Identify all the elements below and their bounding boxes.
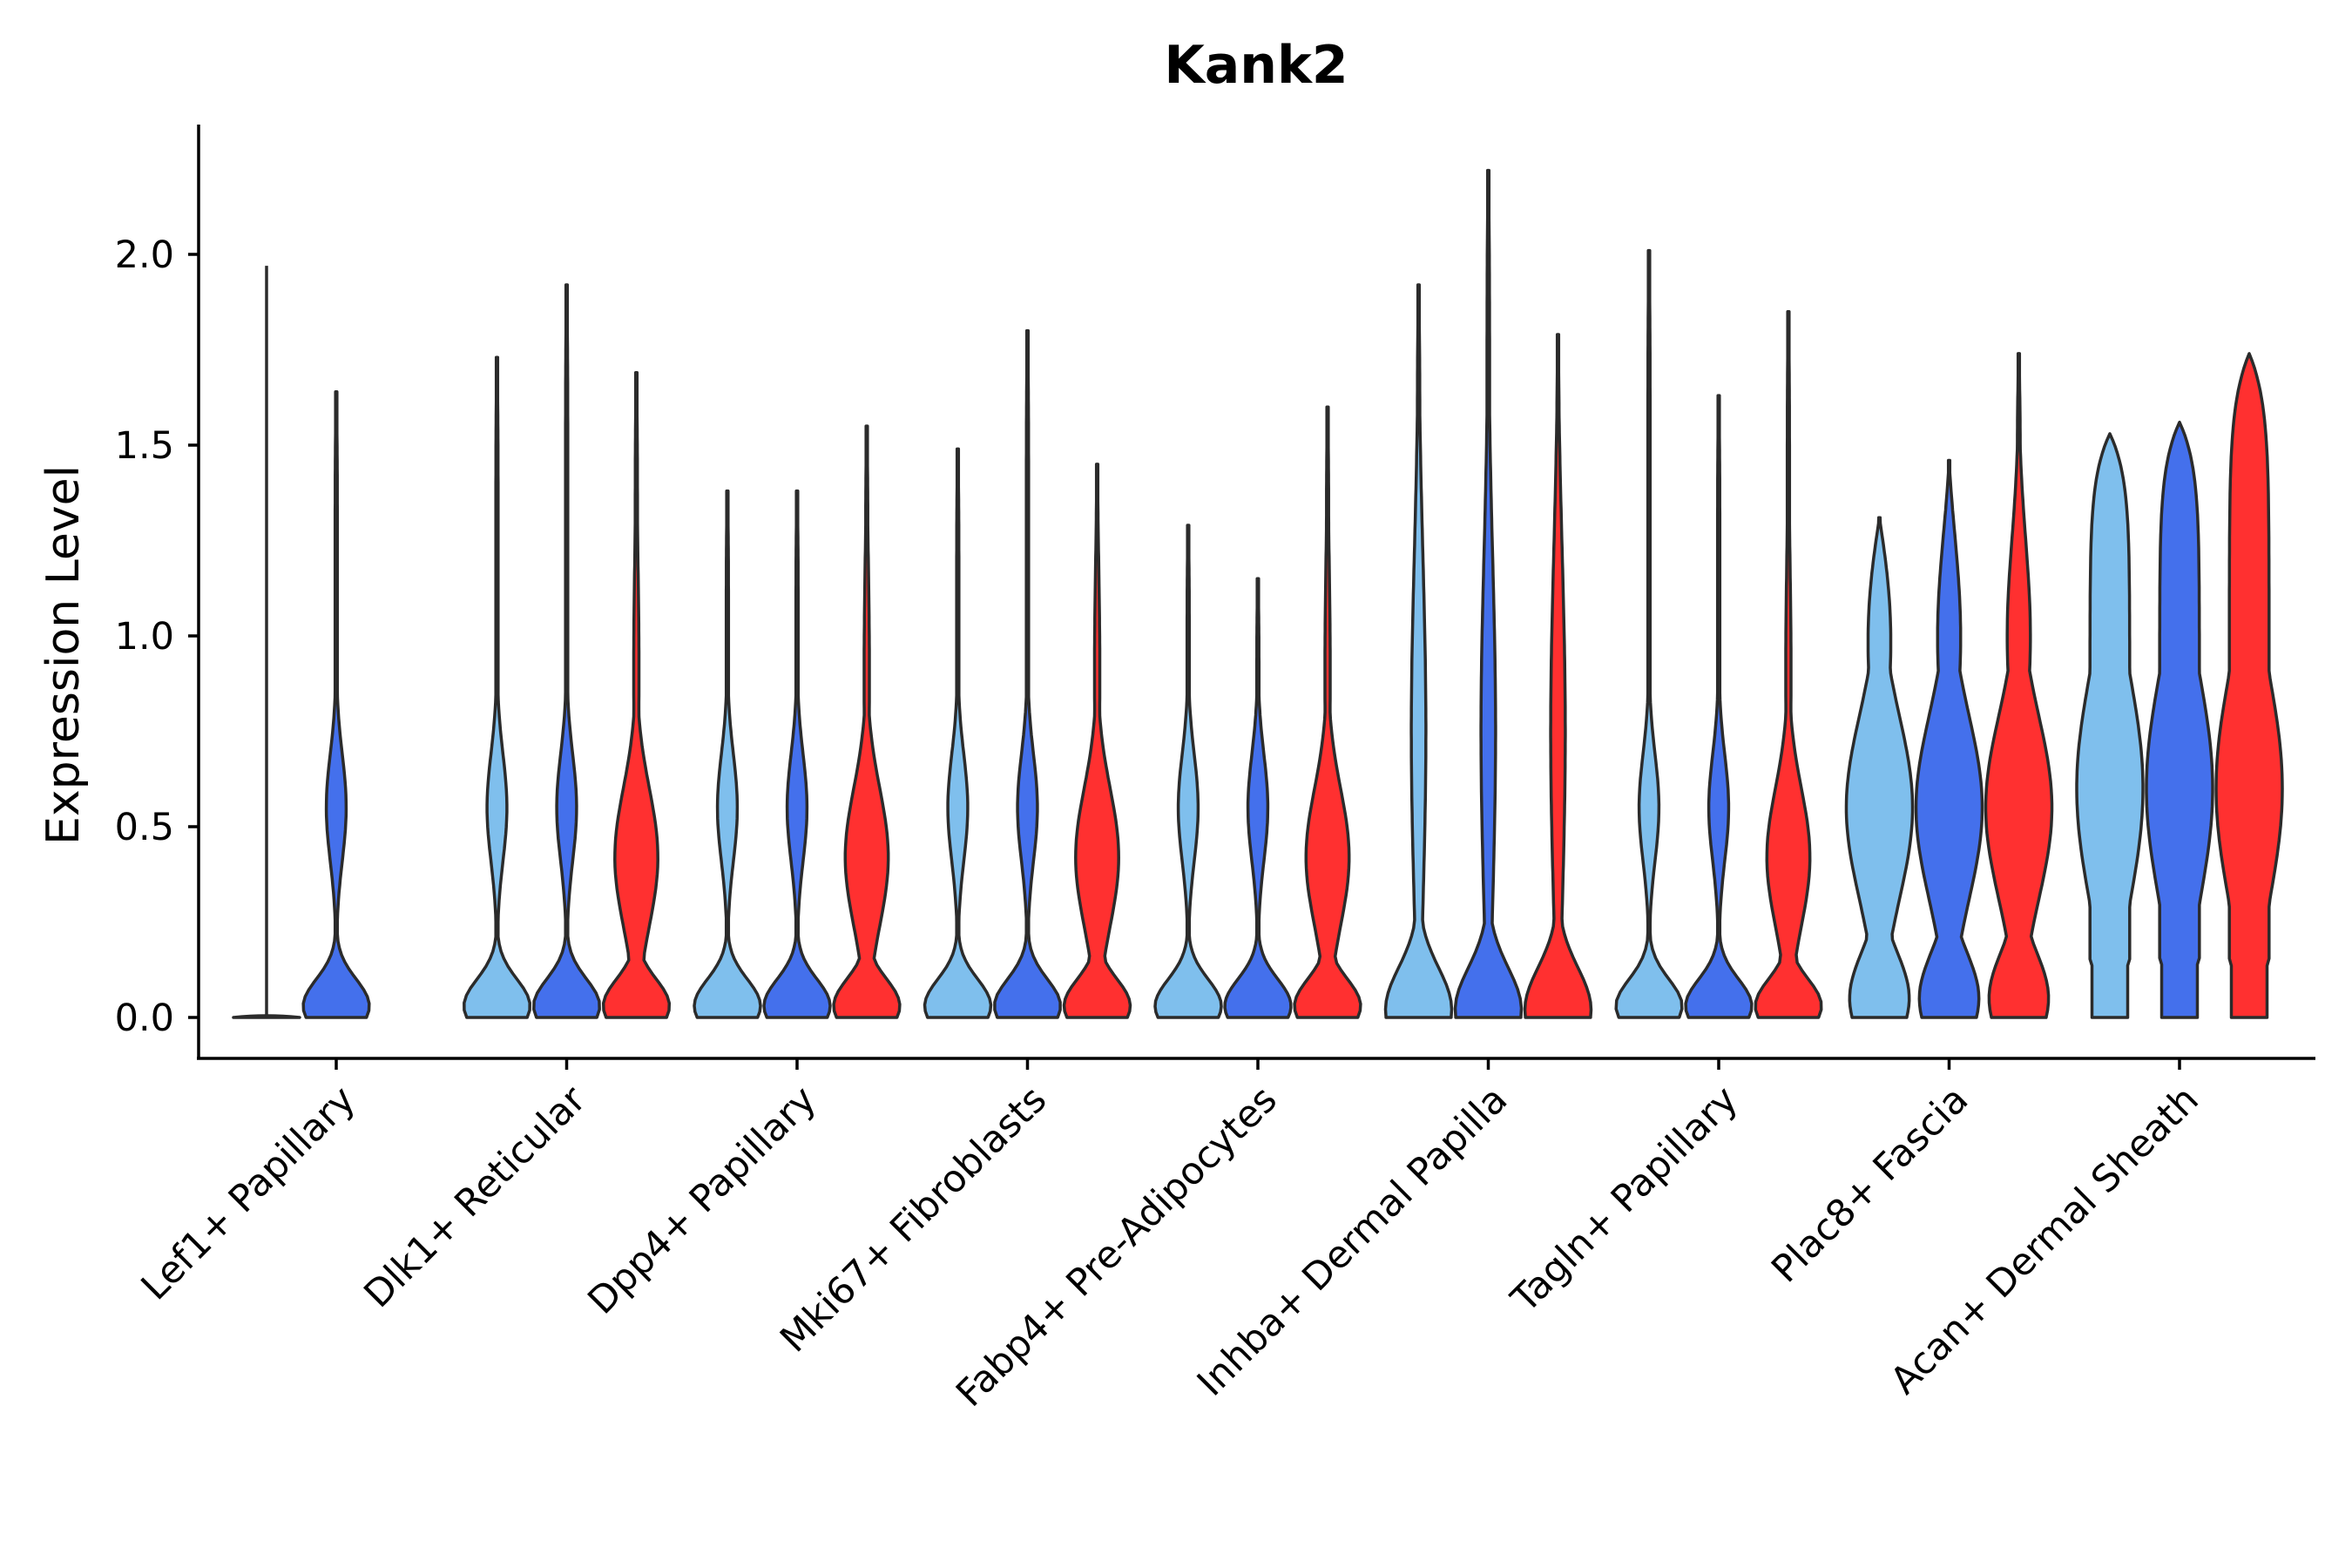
violin [1453,168,1524,1019]
violin [1984,352,2054,1019]
axes-layer [197,125,2315,1060]
y-tick-label: 2.0 [115,233,174,277]
y-tick-label: 1.5 [115,424,174,468]
y-tick-label: 1.0 [115,615,174,659]
violin [1914,458,1984,1019]
x-tick-label: Plac8+ Fascia [1763,1078,1977,1291]
x-tick-label: Dlk1+ Reticular [356,1078,595,1316]
x-tick-label: Lef1+ Papillary [133,1078,364,1308]
violin [1293,405,1362,1019]
violin [532,283,601,1019]
violin [762,489,832,1019]
x-tick-label: Dpp4+ Papillary [580,1078,825,1322]
violin [993,328,1062,1019]
violin [2145,420,2214,1019]
violins-layer [232,168,2284,1019]
x-tick-label: Mki67+ Fibroblasts [772,1078,1055,1361]
y-tick-label: 0.5 [115,806,174,849]
violin [1383,283,1454,1019]
violin [1754,309,1823,1019]
violin [301,389,371,1019]
violin [1153,524,1223,1019]
violin [1062,463,1132,1019]
violin [1844,516,1915,1019]
violin [832,424,902,1019]
violin [1614,248,1684,1019]
violin [601,371,672,1019]
violin [923,447,993,1019]
y-tick-label: 0.0 [115,997,174,1040]
x-tick-label: Tagln+ Papillary [1503,1078,1747,1321]
violin [2214,352,2284,1019]
violin [1523,333,1593,1019]
violin [693,489,762,1019]
y-ticks: 0.0 0.5 1.0 1.5 2.0 [115,233,199,1040]
violin [463,355,531,1019]
violin [1223,577,1293,1019]
chart-title: Kank2 [1164,35,1348,96]
violin [2075,432,2145,1019]
y-axis-label: Expression Level [37,465,90,845]
violin [1684,394,1754,1019]
